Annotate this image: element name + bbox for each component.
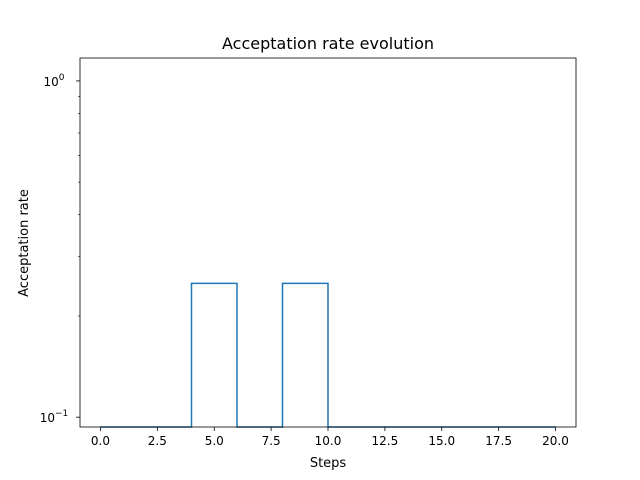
x-tick-label: 2.5 <box>148 434 167 448</box>
x-tick-label: 10.0 <box>315 434 342 448</box>
x-tick-label: 12.5 <box>372 434 399 448</box>
x-tick-label: 20.0 <box>542 434 569 448</box>
chart-title: Acceptation rate evolution <box>222 34 434 53</box>
plot-area: 0.0 2.5 5.0 7.5 10.0 12.5 15.0 17.5 20.0 100 10−1 <box>40 57 577 448</box>
x-tick-label: 15.0 <box>428 434 455 448</box>
x-tick-label: 7.5 <box>262 434 281 448</box>
x-tick-label: 17.5 <box>485 434 512 448</box>
x-axis-label: Steps <box>310 456 347 471</box>
y-tick-label: 100 <box>43 73 64 89</box>
x-tick-label: 0.0 <box>91 434 110 448</box>
x-tick-label: 5.0 <box>205 434 224 448</box>
y-tick-label: 10−1 <box>40 409 69 425</box>
y-axis-label: Acceptation rate <box>17 189 32 297</box>
